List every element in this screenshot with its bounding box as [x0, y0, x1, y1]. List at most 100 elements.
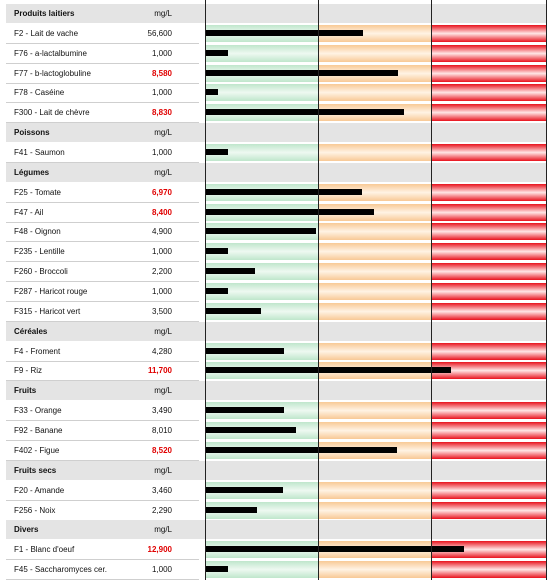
- allergen-value: 3,500: [151, 306, 172, 316]
- allergen-name: F235 - Lentille: [14, 247, 65, 257]
- allergen-value: 11,700: [147, 366, 172, 376]
- allergen-value: 1,000: [151, 48, 172, 58]
- row-separator: [6, 261, 199, 263]
- low-zone: [205, 302, 318, 320]
- result-row: F48 - Oignon 4,900: [6, 222, 546, 241]
- high-zone: [431, 283, 546, 301]
- result-row: F47 - Ail 8,400: [6, 203, 546, 222]
- level-bar: [205, 109, 404, 116]
- level-bar: [205, 446, 397, 453]
- level-bar: [205, 188, 362, 195]
- level-bar: [205, 228, 316, 235]
- low-zone: [205, 243, 318, 261]
- allergen-name: F92 - Banane: [14, 426, 63, 436]
- medium-zone: [318, 422, 431, 440]
- high-zone: [431, 561, 546, 579]
- level-zones: [205, 44, 546, 62]
- level-zones: [205, 561, 546, 579]
- medium-zone: [318, 144, 431, 162]
- medium-zone: [318, 203, 431, 221]
- allergen-name: F33 - Orange: [14, 406, 62, 416]
- level-bar: [205, 506, 257, 513]
- high-zone: [431, 223, 546, 241]
- medium-zone: [318, 501, 431, 519]
- allergen-value: 12,900: [147, 545, 172, 555]
- high-zone: [431, 501, 546, 519]
- allergen-name: F287 - Haricot rouge: [14, 287, 88, 297]
- row-separator: [6, 102, 199, 104]
- scale-gridline: [546, 0, 547, 580]
- allergen-value: 6,970: [151, 187, 172, 197]
- level-zones: [205, 283, 546, 301]
- level-bar: [205, 407, 284, 414]
- result-row: F78 - Caséine 1,000: [6, 83, 546, 102]
- high-zone: [431, 263, 546, 281]
- high-zone: [431, 84, 546, 102]
- row-separator: [6, 420, 199, 422]
- high-zone: [431, 183, 546, 201]
- result-row: F9 - Riz 11,700: [6, 361, 546, 380]
- medium-zone: [318, 561, 431, 579]
- result-row: F41 - Saumon 1,000: [6, 143, 546, 162]
- result-row: F92 - Banane 8,010: [6, 421, 546, 440]
- section-header: Légumes mg/L: [6, 162, 546, 182]
- row-separator: [6, 320, 199, 322]
- level-bar: [205, 49, 228, 56]
- level-zones: [205, 481, 546, 499]
- allergen-value: 56,600: [147, 28, 172, 38]
- high-zone: [431, 362, 546, 380]
- section-title: Divers: [14, 525, 39, 535]
- high-zone: [431, 422, 546, 440]
- result-row: F315 - Haricot vert 3,500: [6, 302, 546, 321]
- high-zone: [431, 24, 546, 42]
- high-zone: [431, 342, 546, 360]
- medium-zone: [318, 481, 431, 499]
- level-bar: [205, 248, 228, 255]
- unit-label: mg/L: [154, 128, 172, 138]
- result-row: F45 - Saccharomyces cer. 1,000: [6, 560, 546, 579]
- high-zone: [431, 481, 546, 499]
- allergen-name: F9 - Riz: [14, 366, 42, 376]
- result-row: F77 - b-lactoglobuline 8,580: [6, 64, 546, 83]
- level-bar: [205, 288, 228, 295]
- high-zone: [431, 243, 546, 261]
- row-separator: [6, 221, 199, 223]
- medium-zone: [318, 263, 431, 281]
- low-zone: [205, 283, 318, 301]
- section-title: Produits laitiers: [14, 9, 75, 18]
- high-zone: [431, 64, 546, 82]
- high-zone: [431, 203, 546, 221]
- level-zones: [205, 144, 546, 162]
- low-zone: [205, 144, 318, 162]
- row-separator: [6, 380, 199, 382]
- allergen-name: F256 - Noix: [14, 505, 56, 515]
- allergen-value: 4,280: [151, 346, 172, 356]
- allergen-name: F315 - Haricot vert: [14, 306, 81, 316]
- low-zone: [205, 263, 318, 281]
- result-row: F300 - Lait de chèvre 8,830: [6, 103, 546, 122]
- row-separator: [6, 82, 199, 84]
- level-bar: [205, 89, 218, 96]
- allergen-value: 1,000: [151, 287, 172, 297]
- row-separator: [6, 440, 199, 442]
- row-separator: [6, 62, 199, 64]
- allergen-value: 2,200: [151, 267, 172, 277]
- unit-label: mg/L: [154, 326, 172, 336]
- allergen-name: F300 - Lait de chèvre: [14, 108, 90, 118]
- medium-zone: [318, 183, 431, 201]
- level-bar: [205, 566, 228, 573]
- result-row: F402 - Figue 8,520: [6, 441, 546, 460]
- unit-label: mg/L: [154, 465, 172, 475]
- level-zones: [205, 84, 546, 102]
- section-header: Poissons mg/L: [6, 123, 546, 143]
- scale-gridline: [205, 0, 206, 580]
- level-zones: [205, 243, 546, 261]
- medium-zone: [318, 223, 431, 241]
- level-zones: [205, 263, 546, 281]
- low-zone: [205, 84, 318, 102]
- high-zone: [431, 44, 546, 62]
- level-bar: [205, 268, 255, 275]
- level-zones: [205, 342, 546, 360]
- level-bar: [205, 347, 284, 354]
- level-bar: [205, 149, 228, 156]
